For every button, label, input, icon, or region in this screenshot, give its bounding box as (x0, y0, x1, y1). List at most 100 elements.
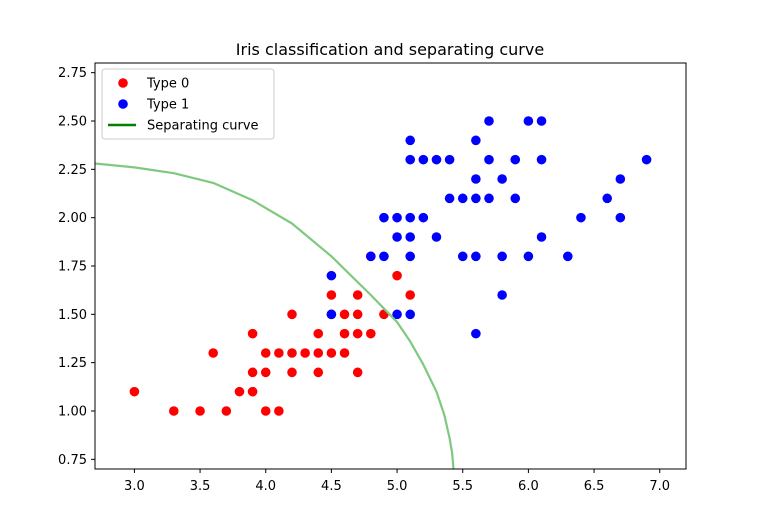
type-0-point (274, 348, 284, 358)
type-0-point (260, 348, 271, 358)
x-tick-label: 6.0 (518, 479, 539, 494)
legend-label: Type 1 (146, 98, 189, 113)
type-0-point (313, 348, 324, 358)
type-0-point (208, 348, 218, 358)
type-1-point (510, 154, 521, 165)
type-0-point (339, 348, 350, 358)
type-0-point (221, 406, 232, 416)
type-1-point (576, 212, 586, 223)
x-tick-label: 5.5 (452, 479, 473, 494)
type-1-point (405, 251, 416, 262)
y-tick-label: 1.50 (58, 308, 87, 323)
y-tick-label: 0.75 (58, 453, 87, 468)
type-0-point (287, 348, 297, 358)
legend-marker-type-1 (118, 99, 128, 109)
y-tick-label: 2.50 (58, 115, 87, 130)
type-1-point (484, 154, 494, 165)
type-1-point (431, 232, 442, 242)
type-1-point (497, 290, 507, 300)
y-tick-label: 1.75 (58, 260, 87, 275)
type-0-point (392, 270, 402, 281)
type-0-point (195, 406, 205, 416)
type-0-point (313, 328, 324, 339)
type-1-point (405, 232, 416, 242)
type-1-point (615, 174, 626, 184)
y-tick-label: 1.00 (58, 405, 87, 420)
x-tick-label: 5.0 (387, 479, 408, 494)
type-0-point (339, 328, 350, 339)
type-1-point (602, 193, 612, 204)
plot-frame (94, 62, 687, 470)
type-0-point (287, 367, 297, 378)
chart-title: Iris classification and separating curve (236, 40, 544, 59)
type-0-point (339, 309, 350, 320)
type-1-point (471, 135, 481, 146)
type-1-point (405, 135, 416, 146)
type-0-point (260, 367, 271, 378)
type-0-point (274, 406, 284, 416)
type-0-point (405, 290, 416, 300)
type-1-point (457, 251, 468, 262)
separating-curve (95, 162, 455, 469)
type-0-point (352, 290, 363, 300)
legend-box (101, 68, 275, 140)
type-1-point (484, 193, 494, 204)
type-1-point (471, 193, 481, 204)
type-1-point (418, 154, 429, 165)
x-tick-label: 4.5 (321, 479, 342, 494)
type-1-point (641, 154, 652, 165)
y-tick-label: 2.00 (58, 211, 87, 226)
legend-label: Type 0 (146, 77, 189, 92)
type-1-point (418, 212, 429, 223)
type-1-point (379, 212, 389, 223)
type-0-point (247, 328, 258, 339)
x-tick-label: 7.0 (649, 479, 670, 494)
type-1-point (392, 309, 402, 320)
type-0-point (247, 386, 258, 397)
type-1-point (536, 116, 547, 126)
type-1-point (497, 251, 507, 262)
y-tick-label: 2.75 (58, 66, 87, 81)
type-0-point (129, 386, 140, 397)
y-tick-label: 1.25 (58, 356, 87, 371)
type-1-point (497, 174, 507, 184)
type-1-point (471, 328, 481, 339)
type-1-point (431, 154, 442, 165)
type-0-point (169, 406, 179, 416)
plot-area: 3.0 3.5 4.0 4.5 5.0 5.5 6.0 6.5 7.0 0.75 1.00 1.25 1… (58, 62, 687, 494)
type-0-point (352, 328, 363, 339)
type-0-point (300, 348, 310, 358)
type-0-point (287, 309, 297, 320)
type-1-point (392, 232, 402, 242)
type-1-point (471, 251, 481, 262)
type-1-point (326, 309, 337, 320)
x-tick-label: 3.5 (190, 479, 211, 494)
type-1-point (536, 154, 547, 165)
x-tick-label: 4.0 (255, 479, 276, 494)
type-1-point (536, 232, 547, 242)
type-1-point (510, 193, 521, 204)
type-1-point (366, 251, 376, 262)
type-0-point (352, 367, 363, 378)
type-0-point (313, 367, 324, 378)
legend-marker-type-0 (118, 78, 128, 88)
type-0-point (366, 328, 376, 339)
type-0-point (234, 386, 245, 397)
legend-label: Separating curve (147, 119, 259, 134)
type-1-point (392, 212, 402, 223)
type-1-point (379, 251, 389, 262)
type-1-point (405, 154, 416, 165)
type-1-point (405, 309, 416, 320)
type-1-point (444, 154, 455, 165)
type-1-point (457, 193, 468, 204)
type-1-point (484, 116, 494, 126)
type-1-point (405, 212, 416, 223)
type-0-point (260, 406, 271, 416)
legend: Type 0 Type 1 Separating curve (101, 68, 275, 140)
type-1-point (444, 193, 455, 204)
type-1-point (523, 116, 534, 126)
type-1-point (471, 174, 481, 184)
type-0-point (352, 309, 363, 320)
y-tick-label: 2.25 (58, 163, 87, 178)
